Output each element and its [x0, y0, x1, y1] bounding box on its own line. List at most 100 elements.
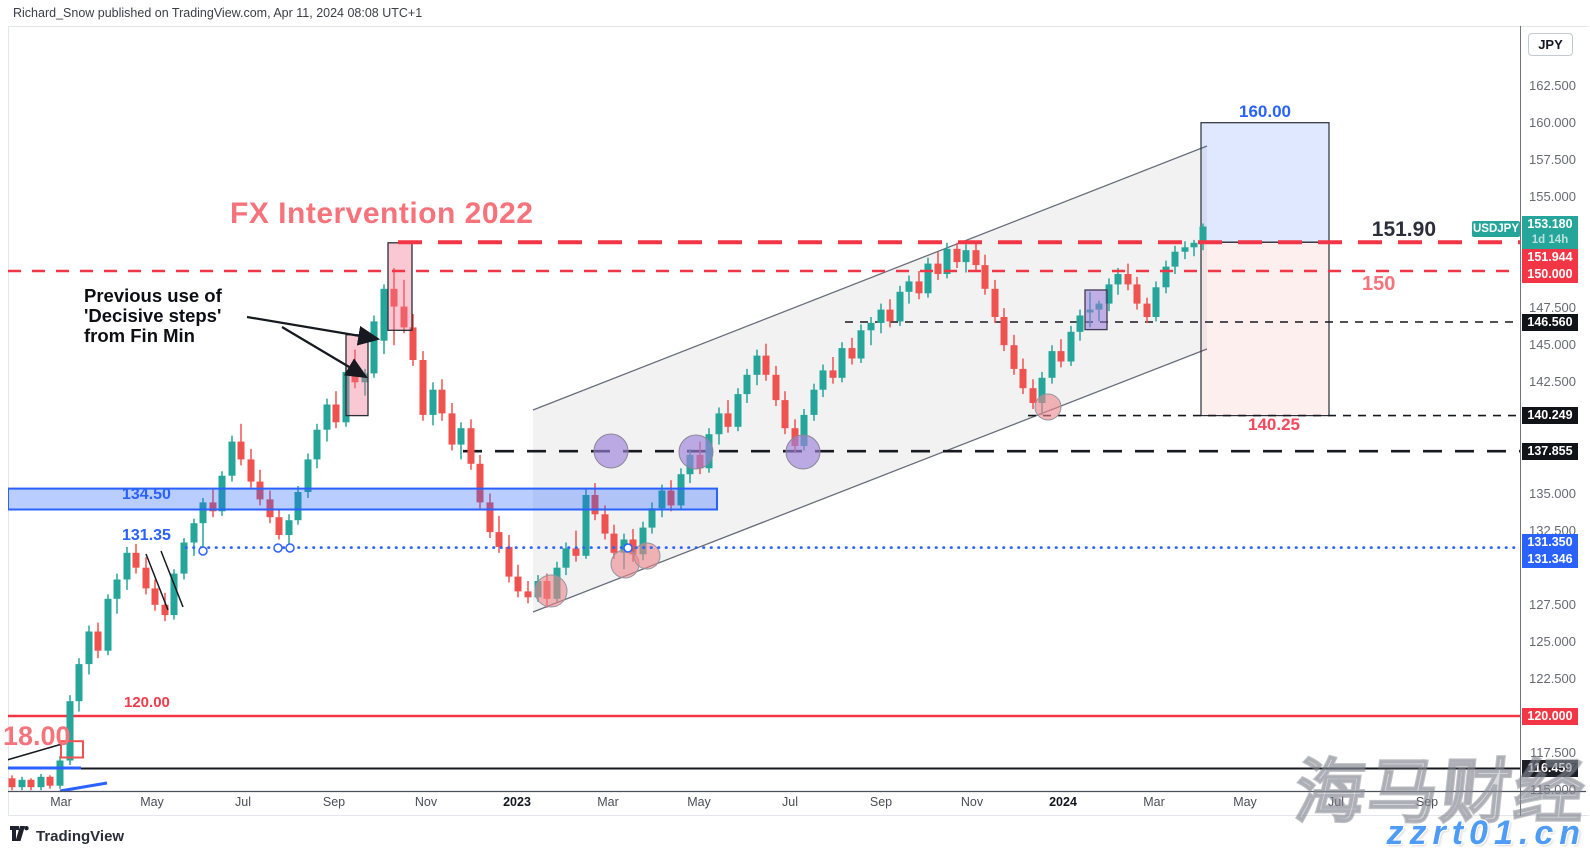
chart-frame	[8, 26, 1589, 816]
price-tick-label: 145.000	[1529, 337, 1576, 353]
candle-body	[610, 533, 618, 553]
price-tick-label: 135.000	[1529, 485, 1576, 501]
purple-level-marker-circle	[593, 433, 629, 469]
candle-body	[323, 404, 331, 430]
candle-body	[724, 413, 732, 427]
candle-body	[819, 370, 827, 390]
time-label-month[interactable]: May	[140, 795, 164, 809]
time-label-year[interactable]: 2023	[503, 795, 531, 809]
candle-body	[1199, 226, 1207, 243]
price-badge-151-944: 151.944	[1522, 249, 1578, 266]
price-tick-label: 160.000	[1529, 114, 1576, 130]
time-label-month[interactable]: May	[687, 795, 711, 809]
candle-body	[476, 463, 484, 503]
candle-body	[1010, 345, 1018, 369]
candle-body	[161, 604, 169, 616]
candle-body	[1019, 368, 1027, 389]
price-badge-116-459: 116.459	[1522, 760, 1578, 777]
badge-countdown: 1d 14h	[1531, 234, 1569, 246]
label-level-120: 120.00	[124, 694, 170, 711]
candle-body	[457, 428, 465, 445]
candle-body	[601, 514, 609, 534]
candle-body	[209, 502, 217, 512]
price-tick-label: 155.000	[1529, 188, 1576, 204]
candle-body	[438, 389, 446, 414]
candle-body	[772, 374, 780, 401]
candle-body	[37, 776, 45, 788]
blue-touch-marker-circle	[623, 543, 633, 553]
candle-body	[781, 400, 789, 429]
candle-body	[285, 520, 293, 535]
time-label-month[interactable]: Mar	[1143, 795, 1165, 809]
time-label-month[interactable]: Jul	[235, 795, 251, 809]
candle-body	[848, 348, 856, 359]
time-label-month[interactable]: Nov	[960, 795, 984, 809]
time-label-month[interactable]: Jul	[1328, 795, 1344, 809]
candle-body	[829, 370, 837, 378]
candle-body	[514, 576, 522, 592]
candle-body	[495, 532, 503, 547]
price-badge-137-855: 137.855	[1522, 443, 1578, 460]
candle-body	[1000, 317, 1008, 346]
time-label-month[interactable]: Sep	[869, 795, 893, 809]
candle-body	[1124, 274, 1132, 285]
annotation-segment	[145, 553, 169, 611]
time-label-month[interactable]: Jul	[782, 795, 798, 809]
price-badge-150-000: 150.000	[1522, 266, 1578, 283]
candle-body	[275, 517, 283, 535]
time-label-year[interactable]: 2024	[1049, 795, 1077, 809]
time-label-month[interactable]: May	[1233, 795, 1257, 809]
annotation-segment	[160, 550, 184, 608]
candle-body	[582, 495, 590, 556]
watermark-url: zzrt01.cn	[1386, 814, 1586, 852]
label-level-131-35: 131.35	[122, 527, 171, 544]
time-label-month[interactable]: Nov	[414, 795, 438, 809]
time-label-month[interactable]: Mar	[597, 795, 619, 809]
time-label-month[interactable]: Sep	[1415, 795, 1439, 809]
candle-body	[1190, 242, 1198, 248]
annotation-line-1: Previous use of	[84, 285, 222, 306]
label-level-150: 150	[1362, 273, 1396, 295]
candle-body	[170, 573, 178, 616]
time-label-month[interactable]: Mar	[50, 795, 72, 809]
candle-body	[972, 250, 980, 266]
candle-body	[313, 429, 321, 460]
candle-body	[562, 548, 570, 568]
candle-body	[943, 248, 951, 274]
candle-body	[743, 374, 751, 395]
price-tick-label: 127.500	[1529, 596, 1576, 612]
candle-body	[1076, 315, 1084, 332]
candle-body	[190, 523, 198, 543]
purple-level-marker-circle	[678, 434, 714, 470]
candle-body	[228, 441, 236, 476]
price-badge-153-180: 153.180 1d 14h	[1522, 216, 1578, 249]
candle-body	[857, 330, 865, 359]
candle-body	[409, 327, 417, 360]
blue-touch-marker-circle	[285, 543, 295, 553]
candle-body	[810, 389, 818, 415]
annotation-segment	[59, 781, 108, 792]
price-badge-131-350: 131.350	[1522, 534, 1578, 551]
candle-body	[877, 309, 885, 323]
tradingview-footer[interactable]: TradingView	[10, 826, 124, 846]
symbol-badge: USDJPY	[1472, 221, 1520, 237]
price-badge-120-000: 120.000	[1522, 708, 1578, 725]
candle-body	[151, 588, 159, 605]
candle-body	[370, 321, 378, 374]
candle-body	[85, 631, 93, 665]
candle-body	[1133, 284, 1141, 304]
candle-body	[46, 776, 54, 786]
candle-body	[715, 413, 723, 435]
publish-attribution: Richard_Snow published on TradingView.co…	[13, 6, 423, 20]
candle-body	[1057, 351, 1065, 362]
candle-body	[867, 322, 875, 331]
candle-body	[180, 542, 188, 574]
candle-body	[132, 552, 140, 568]
currency-unit-button[interactable]: JPY	[1528, 33, 1573, 56]
price-tick-label: 132.500	[1529, 522, 1576, 538]
time-label-month[interactable]: Sep	[322, 795, 346, 809]
candle-body	[981, 265, 989, 289]
candle-body	[934, 263, 942, 274]
